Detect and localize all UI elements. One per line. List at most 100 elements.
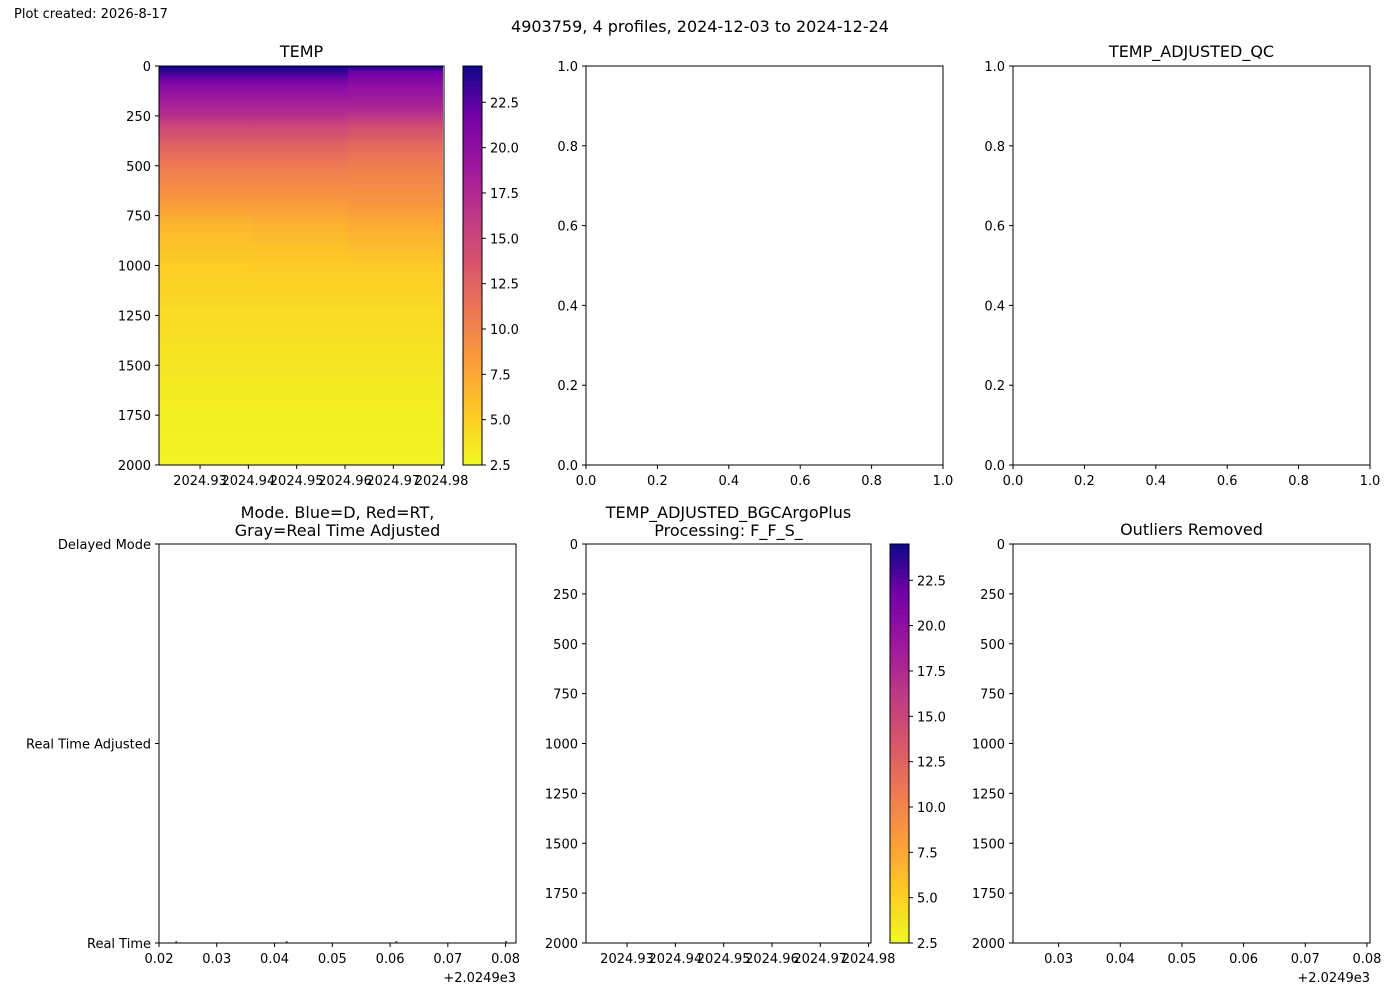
y-tick-label: 1250 [545, 787, 578, 802]
colorbar-segment [463, 210, 482, 217]
heatmap-cell [253, 290, 349, 300]
x-tick-label: 2024.93 [600, 952, 654, 967]
colorbar-segment [890, 768, 909, 774]
heatmap-cell [347, 282, 443, 291]
heatmap-cell [253, 83, 349, 87]
colorbar-segment [890, 803, 909, 809]
heatmap-cell [253, 89, 349, 94]
heatmap-cell [347, 70, 443, 73]
heatmap-cell [159, 381, 255, 391]
heatmap-cell [347, 356, 443, 366]
heatmap-cell [253, 149, 349, 153]
heatmap-cell [347, 182, 443, 187]
x-tick-label: 0.08 [491, 952, 520, 967]
colorbar-segment [463, 370, 482, 376]
axes-frame [158, 543, 517, 944]
heatmap-cell [347, 273, 443, 283]
heatmap-cell [159, 398, 255, 408]
colorbar-segment [890, 918, 909, 924]
colorbar-tick-label: 20.0 [917, 620, 946, 635]
heatmap-cell [159, 132, 255, 137]
heatmap-cell [159, 273, 255, 283]
heatmap-cell [253, 282, 349, 291]
heatmap-cell [159, 440, 255, 449]
heatmap-cell [253, 110, 349, 113]
colorbar-segment [890, 638, 909, 645]
heatmap-cell [253, 67, 349, 69]
y-tick-label: 0 [997, 538, 1005, 553]
colorbar-tick-label: 12.5 [917, 756, 946, 771]
x-tick-label: 1.0 [1360, 474, 1381, 489]
colorbar-segment [463, 305, 482, 311]
heatmap-cell [347, 165, 443, 170]
colorbar-segment [890, 603, 909, 610]
y-tick-label: 500 [980, 638, 1005, 653]
heatmap-cell [347, 162, 443, 167]
heatmap-cell [159, 110, 255, 113]
colorbar-segment [463, 345, 482, 351]
colorbar-segment [890, 728, 909, 735]
heatmap-cell [159, 68, 255, 71]
colorbar-tick-label: 22.5 [917, 574, 946, 589]
colorbar-tick-label: 22.5 [490, 96, 519, 111]
colorbar-segment [890, 923, 909, 929]
colorbar-segment [463, 330, 482, 336]
heatmap-cell [347, 129, 443, 133]
mode-point [175, 941, 178, 943]
heatmap-cell [159, 109, 255, 112]
heatmap-cell [159, 155, 255, 160]
heatmap-cell [253, 71, 349, 75]
colorbar-frame [889, 543, 910, 944]
heatmap-cell [253, 238, 349, 246]
y-tick-label: 0.8 [984, 140, 1005, 155]
heatmap-cell [347, 149, 443, 153]
y-tick-label: 2000 [972, 937, 1005, 952]
heatmap-cell [347, 76, 443, 80]
heatmap-cell [159, 179, 255, 183]
heatmap-cell [347, 205, 443, 210]
colorbar-segment [463, 355, 482, 361]
heatmap-cell [253, 215, 349, 220]
heatmap-cell [159, 119, 255, 122]
heatmap-cell [253, 119, 349, 122]
colorbar-segment [890, 823, 909, 829]
heatmap-cell [253, 95, 349, 100]
heatmap-cell [347, 142, 443, 147]
heatmap-cell [253, 340, 349, 350]
colorbar-segment [463, 160, 482, 167]
colorbar-segment [890, 588, 909, 595]
colorbar-segment [890, 618, 909, 625]
heatmap-cell [159, 115, 255, 118]
colorbar-segment [890, 888, 909, 894]
heatmap-cell [159, 258, 255, 266]
x-tick-label: 0.4 [1145, 474, 1166, 489]
y-tick-label: 1750 [545, 887, 578, 902]
colorbar-segment [463, 260, 482, 266]
heatmap-cell [253, 99, 349, 103]
y-tick-label: 1500 [118, 359, 151, 374]
colorbar-segment [463, 280, 482, 286]
colorbar-segment [463, 315, 482, 321]
heatmap-cell [159, 406, 255, 416]
heatmap-cell [347, 192, 443, 197]
heatmap-cell [159, 252, 255, 260]
mode-point [285, 941, 288, 943]
heatmap-cell [347, 109, 443, 112]
heatmap-cell [253, 195, 349, 200]
colorbar-segment [890, 568, 909, 575]
colorbar-segment [463, 100, 482, 107]
heatmap-cell [347, 135, 443, 140]
colorbar-segment [890, 878, 909, 884]
heatmap-cell [253, 165, 349, 170]
colorbar-segment [463, 205, 482, 212]
heatmap-cell [253, 132, 349, 137]
heatmap-cell [159, 159, 255, 163]
colorbar-segment [463, 360, 482, 366]
heatmap-cell [159, 431, 255, 441]
colorbar-segment [890, 693, 909, 700]
colorbar-segment [890, 938, 909, 944]
colorbar-tick-label: 5.0 [917, 892, 938, 907]
heatmap-cell [347, 195, 443, 200]
heatmap-cell [347, 365, 443, 374]
heatmap-cell [253, 81, 349, 85]
